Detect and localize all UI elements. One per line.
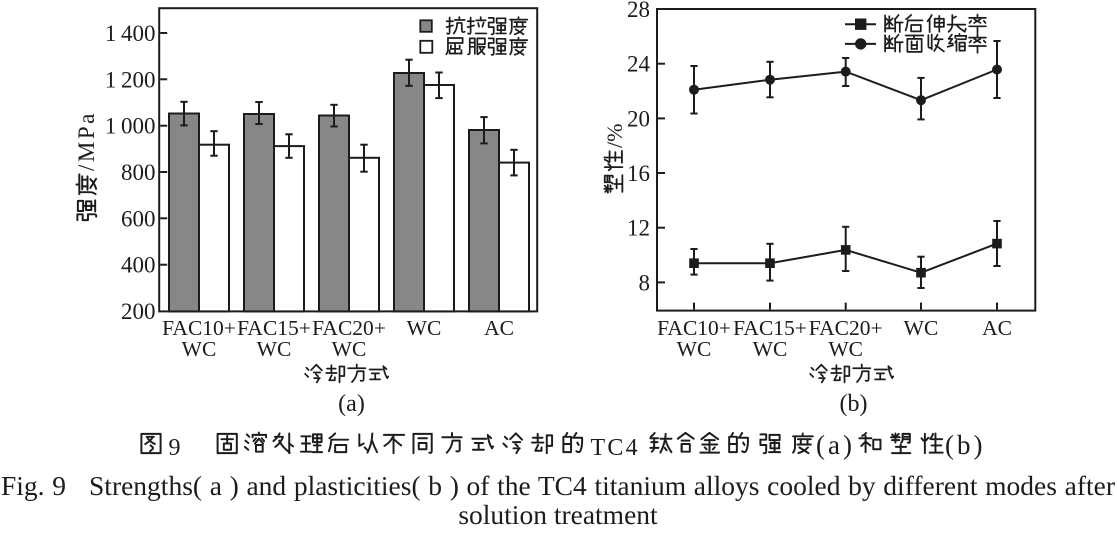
svg-text:(a): (a) — [338, 391, 365, 417]
svg-text:20: 20 — [627, 106, 650, 131]
svg-text:FAC15+: FAC15+ — [237, 316, 311, 340]
svg-text:WC: WC — [828, 337, 863, 361]
svg-text:1 000: 1 000 — [105, 114, 156, 139]
svg-text:FAC10+: FAC10+ — [162, 316, 236, 340]
svg-text:FAC20+: FAC20+ — [809, 316, 883, 340]
svg-text:AC: AC — [484, 316, 514, 340]
svg-text:8: 8 — [639, 270, 651, 295]
svg-text:WC: WC — [677, 337, 712, 361]
svg-text:FAC20+: FAC20+ — [312, 316, 386, 340]
svg-text:WC: WC — [753, 337, 788, 361]
svg-text:FAC10+: FAC10+ — [657, 316, 731, 340]
svg-text:WC: WC — [182, 337, 217, 361]
svg-text:(b): (b) — [945, 430, 985, 460]
svg-text:9: 9 — [169, 435, 181, 461]
svg-text:12: 12 — [627, 216, 650, 241]
svg-text:solution treatment: solution treatment — [458, 499, 658, 530]
svg-text:WC: WC — [407, 316, 442, 340]
svg-text:Fig. 9 Strengths( a ) and pl: Fig. 9 Strengths( a ) and plasticities( … — [1, 470, 1115, 501]
svg-text:/MPa: /MPa — [74, 111, 99, 171]
svg-text:800: 800 — [121, 160, 156, 185]
svg-text:16: 16 — [627, 161, 650, 186]
svg-text:200: 200 — [121, 299, 156, 324]
svg-text:24: 24 — [627, 52, 651, 77]
svg-text:TC4: TC4 — [591, 435, 640, 461]
svg-text:(a): (a) — [816, 430, 855, 460]
svg-text:/%: /% — [602, 124, 627, 148]
svg-text:WC: WC — [257, 337, 292, 361]
svg-text:AC: AC — [982, 316, 1012, 340]
svg-text:600: 600 — [121, 206, 156, 231]
svg-text:(b): (b) — [840, 391, 868, 417]
svg-text:400: 400 — [121, 253, 156, 278]
svg-text:1 200: 1 200 — [105, 67, 156, 92]
svg-text:1 400: 1 400 — [105, 21, 156, 46]
svg-text:28: 28 — [627, 0, 650, 22]
svg-text:FAC15+: FAC15+ — [733, 316, 807, 340]
svg-text:WC: WC — [904, 316, 939, 340]
svg-text:WC: WC — [332, 337, 367, 361]
